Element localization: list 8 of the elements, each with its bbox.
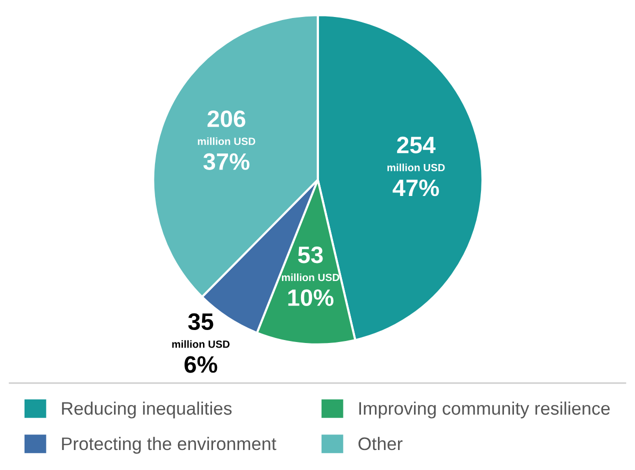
legend-label: Other bbox=[358, 436, 402, 450]
data-label: 254 million USD 47% bbox=[387, 136, 445, 196]
legend-label: Reducing inequalities bbox=[62, 402, 232, 418]
legend-label: Protecting the environment bbox=[62, 436, 276, 454]
data-label: 53 million USD 10% bbox=[282, 246, 340, 306]
data-label: 35 million USD 6% bbox=[172, 313, 230, 373]
legend-label: Improving community resilience bbox=[359, 402, 610, 418]
data-label: 206 million USD 37% bbox=[198, 110, 256, 170]
